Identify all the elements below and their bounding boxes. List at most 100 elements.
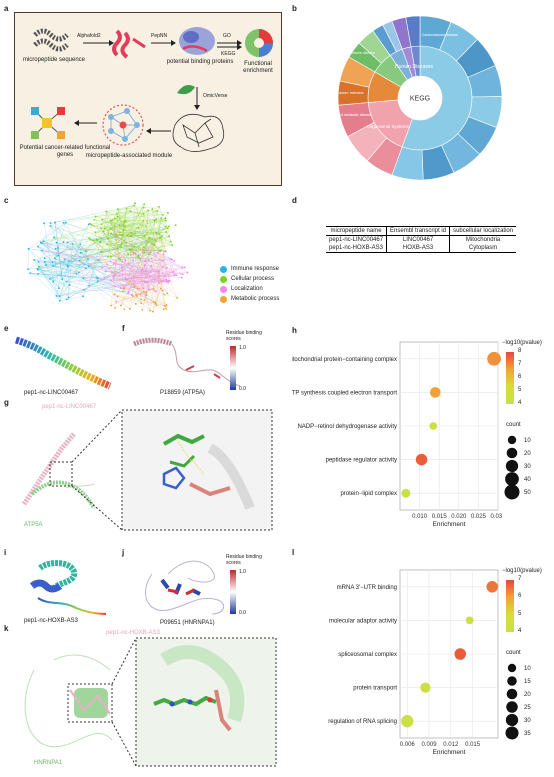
network-node: [59, 300, 61, 302]
network-node: [56, 242, 58, 244]
network-node: [54, 222, 56, 224]
network-node: [92, 240, 94, 242]
network-node: [163, 294, 165, 296]
count-legend-dot: [505, 726, 518, 739]
micropeptide-sequence-label: micropeptide sequence: [19, 57, 89, 64]
network-node: [80, 252, 82, 254]
network-node: [144, 281, 146, 283]
network-node: [154, 244, 156, 246]
network-node: [155, 218, 157, 220]
network-node: [141, 309, 143, 311]
network-node: [116, 213, 118, 215]
network-node: [82, 277, 84, 279]
network-node: [68, 260, 70, 262]
network-node: [137, 257, 139, 259]
data-point: [401, 489, 410, 498]
colorbar-tick-label: 5: [518, 611, 521, 617]
colorbar-tick-label: 7: [518, 361, 521, 367]
network-node: [50, 225, 52, 227]
network-node: [132, 295, 134, 297]
legend-swatch: [220, 266, 227, 273]
network-node: [152, 311, 154, 313]
network-node: [162, 266, 164, 268]
colorbar-title: Residue binding scores: [226, 554, 276, 566]
network-node: [125, 260, 127, 262]
count-legend-dot: [508, 664, 516, 672]
network-node: [67, 265, 69, 267]
network-node: [145, 225, 147, 227]
network-node: [120, 246, 122, 248]
network-node: [38, 261, 40, 263]
network-node: [155, 303, 157, 305]
network-node: [152, 243, 154, 245]
x-tick-label: 0.025: [471, 514, 487, 520]
network-node: [131, 278, 133, 280]
network-node: [110, 233, 112, 235]
network-node: [110, 256, 112, 258]
colorbar-min: 0.0: [239, 386, 246, 392]
network-node: [184, 267, 186, 269]
network-node: [72, 243, 74, 245]
network-node: [164, 250, 166, 252]
color-legend-title: −log10(pvalue): [502, 568, 542, 574]
network-node: [136, 295, 138, 297]
network-node: [168, 235, 170, 237]
x-tick-label: 0.010: [412, 514, 428, 520]
network-panel: Immune response Cellular process Localiz…: [14, 200, 290, 320]
sunburst-organismal-label: Organismal Systems: [367, 124, 409, 129]
network-node: [136, 287, 138, 289]
colorbar-min: 0.0: [239, 610, 246, 616]
network-node: [101, 223, 103, 225]
network-node: [133, 283, 135, 285]
sunburst-cancer-label: Cancer: overview: [336, 91, 364, 95]
network-node: [127, 292, 129, 294]
count-legend-label: 35: [524, 731, 531, 737]
network-node: [138, 255, 140, 257]
table-cell: LINC00467: [387, 236, 450, 245]
network-node: [122, 291, 124, 293]
network-node: [124, 279, 126, 281]
network-node: [154, 220, 156, 222]
score-colorbar-j: Residue binding scores 1.0 0.0: [226, 554, 276, 566]
network-node: [165, 220, 167, 222]
network-node: [37, 269, 39, 271]
network-node: [134, 233, 136, 235]
structure-icon: [114, 31, 145, 57]
network-node: [167, 227, 169, 229]
network-node: [143, 291, 145, 293]
network-node: [82, 295, 84, 297]
network-node: [105, 270, 107, 272]
network-node: [45, 264, 47, 266]
category-label: peptidase regulator activity: [326, 458, 397, 464]
count-legend-dot: [507, 448, 518, 459]
network-node: [147, 259, 149, 261]
panel-label-i: i: [4, 548, 6, 557]
network-node: [140, 294, 142, 296]
panel-label-l: l: [292, 548, 294, 557]
structure-g-protein-label: ATP5A: [24, 522, 43, 528]
network-node: [167, 292, 169, 294]
network-node: [156, 210, 158, 212]
count-legend-label: 40: [524, 477, 531, 483]
network-node: [158, 276, 160, 278]
network-node: [170, 258, 172, 260]
category-label: molecular adaptor activity: [329, 618, 397, 624]
network-node: [109, 227, 111, 229]
network-node: [107, 255, 109, 257]
network-node: [97, 280, 99, 282]
network-node: [59, 295, 61, 297]
data-point: [487, 352, 501, 366]
network-node: [151, 258, 153, 260]
network-node: [115, 234, 117, 236]
network-node: [127, 235, 129, 237]
count-legend-label: 50: [524, 490, 531, 496]
data-point: [430, 387, 441, 398]
network-node: [139, 258, 141, 260]
data-point: [455, 648, 467, 660]
network-node: [149, 310, 151, 312]
network-node: [143, 246, 145, 248]
network-node: [97, 277, 99, 279]
network-node: [133, 276, 135, 278]
